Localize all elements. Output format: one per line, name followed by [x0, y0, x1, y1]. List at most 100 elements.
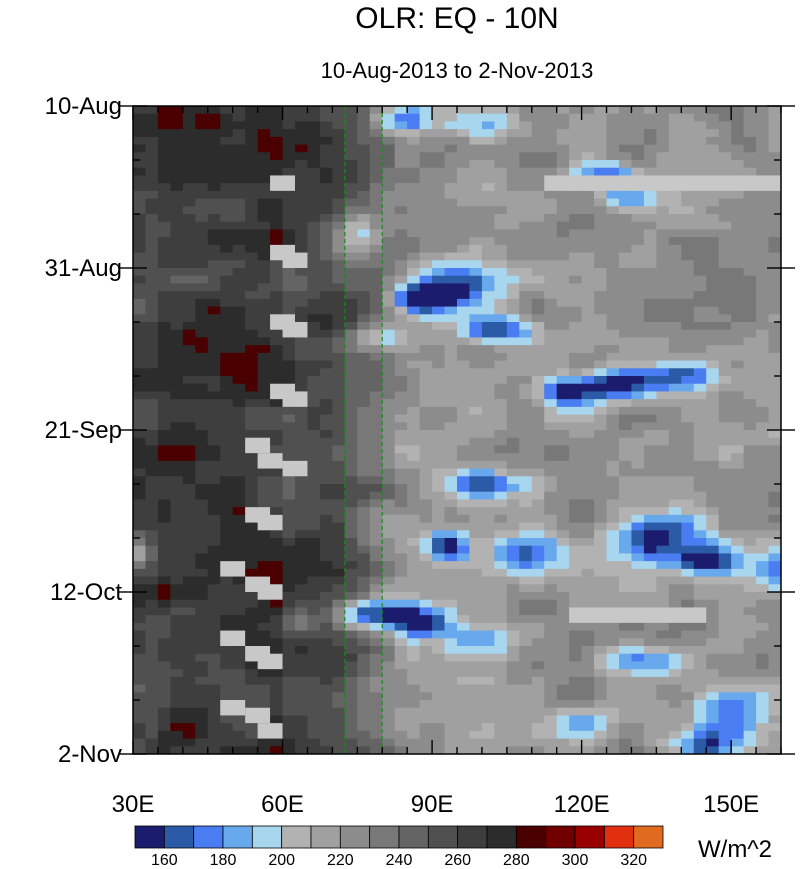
heatmap-cell [170, 291, 184, 300]
heatmap-cell [369, 291, 383, 300]
heatmap-cell [257, 337, 271, 346]
heatmap-cell [307, 445, 321, 454]
heatmap-cell [756, 522, 770, 531]
heatmap-cell [245, 198, 259, 207]
heatmap-cell [656, 499, 670, 508]
heatmap-cell [369, 522, 383, 531]
heatmap-cell [706, 615, 720, 624]
heatmap-cell [432, 584, 446, 593]
heatmap-cell [668, 160, 682, 169]
heatmap-cell [157, 283, 171, 292]
heatmap-cell [432, 576, 446, 585]
heatmap-cell [232, 106, 246, 115]
heatmap-cell [170, 260, 184, 269]
heatmap-cell [145, 352, 159, 362]
heatmap-cell [481, 576, 495, 585]
heatmap-cell [469, 738, 483, 747]
heatmap-cell [681, 360, 695, 369]
heatmap-cell [506, 229, 520, 238]
heatmap-cell [668, 484, 682, 493]
heatmap-cell [257, 738, 271, 747]
heatmap-cell [444, 144, 458, 153]
heatmap-cell [245, 376, 259, 385]
heatmap-cell [756, 638, 770, 647]
heatmap-cell [457, 422, 471, 431]
heatmap-cell [357, 399, 371, 408]
heatmap-cell [133, 545, 147, 555]
heatmap-cell [344, 283, 358, 292]
heatmap-cell [731, 260, 745, 269]
heatmap-cell [245, 460, 259, 470]
heatmap-cell [282, 268, 296, 277]
heatmap-cell [245, 329, 259, 339]
heatmap-cell [157, 167, 171, 177]
heatmap-cell [519, 622, 533, 632]
heatmap-cell [656, 592, 670, 601]
heatmap-cell [232, 376, 246, 385]
heatmap-cell [282, 692, 296, 701]
heatmap-cell [369, 352, 383, 362]
heatmap-cell [681, 322, 695, 331]
heatmap-cell [718, 707, 732, 717]
heatmap-cell [706, 136, 720, 146]
y-tick-label: 31-Aug [45, 255, 122, 282]
heatmap-cell [133, 275, 147, 285]
heatmap-cell [319, 368, 333, 377]
heatmap-cell [731, 615, 745, 624]
heatmap-cell [706, 738, 720, 747]
heatmap-cell [506, 160, 520, 169]
heatmap-cell [506, 499, 520, 508]
heatmap-cell [357, 437, 371, 447]
heatmap-cell [133, 214, 147, 223]
heatmap-cell [220, 298, 234, 308]
heatmap-cell [270, 283, 284, 292]
heatmap-cell [706, 229, 720, 238]
heatmap-cell [344, 376, 358, 385]
heatmap-cell [531, 221, 545, 231]
heatmap-cell [220, 522, 234, 531]
heatmap-cell [444, 599, 458, 609]
heatmap-cell [481, 730, 495, 740]
heatmap-cell [319, 306, 333, 315]
heatmap-cell [556, 738, 570, 747]
heatmap-cell [718, 414, 732, 423]
heatmap-cell [531, 715, 545, 724]
heatmap-cell [743, 437, 757, 447]
heatmap-cell [419, 700, 433, 709]
heatmap-cell [743, 669, 757, 678]
heatmap-cell [643, 214, 657, 223]
heatmap-cell [756, 113, 770, 123]
heatmap-cell [743, 630, 757, 639]
heatmap-cell [606, 368, 620, 377]
heatmap-cell [643, 514, 657, 524]
heatmap-cell [369, 646, 383, 655]
heatmap-cell [232, 653, 246, 663]
heatmap-cell [195, 144, 209, 153]
colorbar-swatch [251, 825, 283, 849]
heatmap-cell [756, 229, 770, 238]
heatmap-cell [207, 499, 221, 508]
heatmap-cell [506, 638, 520, 647]
heatmap-cell [681, 430, 695, 439]
heatmap-cell [668, 514, 682, 524]
heatmap-cell [768, 237, 781, 246]
heatmap-cell [569, 244, 583, 254]
heatmap-cell [706, 422, 720, 431]
heatmap-cell [718, 144, 732, 153]
heatmap-cell [718, 723, 732, 732]
heatmap-cell [332, 136, 346, 146]
heatmap-cell [282, 545, 296, 555]
heatmap-cell [768, 638, 781, 647]
heatmap-cell [182, 707, 196, 717]
heatmap-cell [170, 352, 184, 362]
heatmap-cell [369, 275, 383, 285]
heatmap-cell [157, 484, 171, 493]
heatmap-cell [469, 437, 483, 447]
heatmap-cell [145, 291, 159, 300]
heatmap-cell [145, 599, 159, 609]
heatmap-cell [232, 414, 246, 423]
heatmap-cell [469, 352, 483, 362]
heatmap-cell [232, 445, 246, 454]
heatmap-cell [693, 568, 707, 578]
